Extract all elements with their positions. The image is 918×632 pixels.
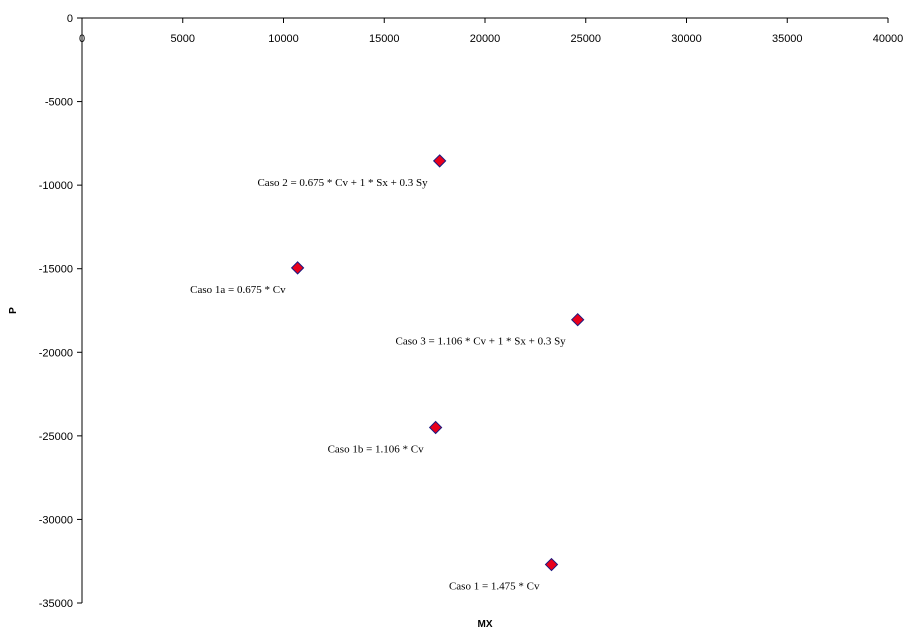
y-tick-label: -15000 [39, 264, 73, 276]
x-ticks: 0 5000 10000 15000 20000 25000 30000 35000 40000 [79, 18, 903, 45]
x-axis-title: MX [478, 619, 493, 630]
data-point [544, 557, 559, 572]
data-points [290, 154, 585, 572]
data-point [290, 261, 305, 275]
y-tick-label: -25000 [39, 431, 73, 443]
data-point [432, 154, 447, 168]
x-tick-label: 25000 [570, 33, 601, 45]
point-annotation: Caso 1a = 0.675 * Cv [190, 284, 286, 296]
x-tick-label: 40000 [873, 33, 904, 45]
x-tick-label: 5000 [171, 33, 195, 45]
point-annotation: Caso 2 = 0.675 * Cv + 1 * Sx + 0.3 Sy [257, 177, 428, 189]
x-tick-label: 0 [79, 33, 85, 45]
data-point [570, 312, 585, 327]
y-tick-label: -5000 [45, 97, 73, 109]
x-tick-label: 10000 [268, 33, 299, 45]
y-tick-label: -30000 [39, 514, 73, 526]
x-tick-label: 35000 [772, 33, 803, 45]
y-tick-label: -10000 [39, 180, 73, 192]
point-annotation: Caso 3 = 1.106 * Cv + 1 * Sx + 0.3 Sy [396, 336, 567, 348]
y-tick-label: 0 [67, 13, 73, 25]
data-point [428, 420, 443, 435]
annotations: Caso 2 = 0.675 * Cv + 1 * Sx + 0.3 Sy Cas… [190, 177, 566, 593]
y-axis-title: P [8, 307, 19, 314]
point-annotation: Caso 1b = 1.106 * Cv [328, 444, 425, 456]
x-tick-label: 20000 [470, 33, 501, 45]
y-tick-label: -20000 [39, 347, 73, 359]
y-ticks: 0 -5000 -10000 -15000 -20000 -25000 -30000 -350… [39, 13, 82, 610]
axes [81, 17, 888, 603]
x-tick-label: 15000 [369, 33, 400, 45]
x-tick-label: 30000 [671, 33, 702, 45]
y-tick-label: -35000 [39, 598, 73, 610]
point-annotation: Caso 1 = 1.475 * Cv [449, 581, 540, 593]
